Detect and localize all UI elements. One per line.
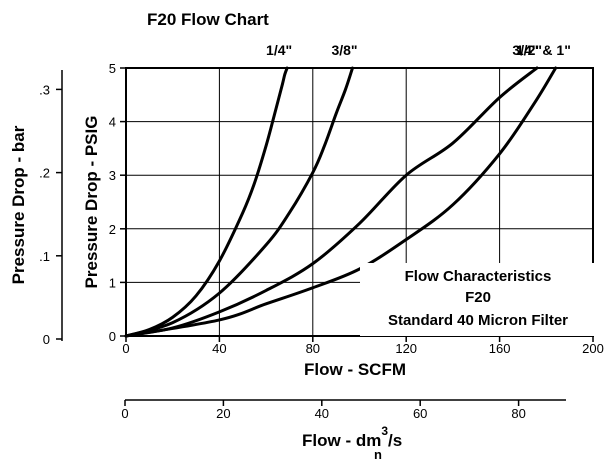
- chart-title: F20 Flow Chart: [147, 10, 269, 29]
- series-label: 1/2": [516, 42, 542, 58]
- y-tick-label: 5: [109, 61, 116, 76]
- series-label: 3/4" & 1": [512, 42, 570, 58]
- dm3-tick-label: 60: [413, 406, 427, 421]
- bar-tick-label: .3: [39, 82, 50, 97]
- dm3-tick-label: 80: [511, 406, 525, 421]
- y-tick-label: 1: [109, 275, 116, 290]
- dm3-axis-subscript: n: [374, 447, 382, 462]
- x-axis-title: Flow - SCFM: [304, 360, 406, 379]
- series-line: [124, 66, 289, 338]
- primary-ticks: 0 40 80 120 160 200 0 1 2 3 4 5: [109, 61, 604, 356]
- bar-tick-label: 0: [43, 332, 50, 347]
- bar-axis-title: Pressure Drop - bar: [9, 125, 28, 284]
- plot-frame: [125, 67, 594, 337]
- series-labels: 1/4" 3/8" 1/2"3/4" & 1": [266, 42, 571, 58]
- annotation-line-1: Flow Characteristics: [405, 268, 552, 285]
- y-axis-title: Pressure Drop - PSIG: [82, 116, 101, 289]
- series-lines: [124, 66, 558, 338]
- x-tick-label: 160: [489, 341, 511, 356]
- annotation-line-2: F20: [465, 289, 491, 306]
- bar-axis-ticks: 0 .1 .2 .3: [39, 82, 62, 347]
- y-tick-label: 0: [109, 329, 116, 344]
- x-tick-label: 200: [582, 341, 604, 356]
- bar-tick-label: .1: [39, 249, 50, 264]
- dm3-axis-title-tail: /s: [388, 431, 402, 450]
- dm3-tick-label: 40: [315, 406, 329, 421]
- y-tick-label: 3: [109, 168, 116, 183]
- x-tick-label: 0: [122, 341, 129, 356]
- dm3-tick-label: 20: [216, 406, 230, 421]
- bar-tick-label: .2: [39, 166, 50, 181]
- dm3-axis-ticks: 0 20 40 60 80: [121, 400, 526, 421]
- x-tick-label: 40: [212, 341, 226, 356]
- series-line: [124, 66, 558, 338]
- dm3-tick-label: 0: [121, 406, 128, 421]
- series-label: 1/4": [266, 42, 292, 58]
- dm3-axis-title-main: Flow - dm: [302, 431, 381, 450]
- annotation-bg: [360, 263, 594, 336]
- y-tick-label: 2: [109, 222, 116, 237]
- series-line: [124, 66, 539, 338]
- x-tick-label: 80: [306, 341, 320, 356]
- y-tick-label: 4: [109, 115, 116, 130]
- series-label: 3/8": [331, 42, 357, 58]
- x-tick-label: 120: [395, 341, 417, 356]
- dm3-axis-title: Flow - dm3/s: [302, 424, 402, 450]
- dm3-axis-title-sup: 3: [381, 424, 388, 438]
- series-line: [124, 66, 354, 338]
- annotation-line-3: Standard 40 Micron Filter: [388, 312, 568, 329]
